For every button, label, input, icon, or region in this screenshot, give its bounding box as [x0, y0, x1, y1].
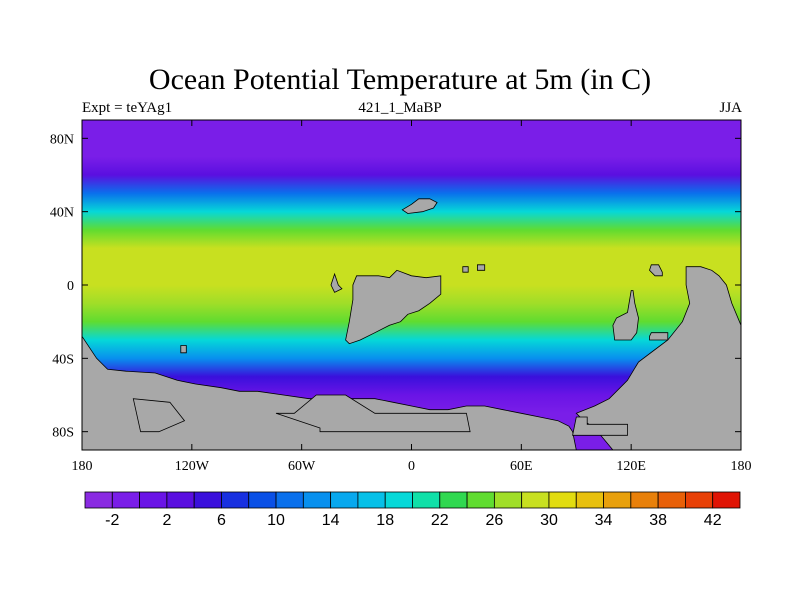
colorbar-label: 18: [376, 512, 394, 529]
land-indian-islet-a: [462, 266, 469, 273]
colorbar-label: 6: [217, 512, 226, 529]
y-axis: 80N 40N 0 40S 80S: [50, 132, 741, 441]
season-label: JJA: [719, 100, 742, 116]
land-australia-west: [612, 290, 639, 341]
colorbar-swatch: [330, 491, 359, 509]
land-north-atlantic-island: [401, 198, 438, 214]
colorbar-swatch: [302, 491, 332, 509]
colorbar-swatch: [193, 491, 222, 509]
chart-title: Ocean Potential Temperature at 5m (in C): [148, 63, 652, 96]
land-islets-east: [649, 264, 663, 277]
colorbar: -2 2 6 10 14 18 22 26 30 34 38 42: [84, 491, 741, 529]
colorbar-label: 14: [322, 512, 340, 529]
y-tick-label: 0: [67, 279, 74, 294]
land-antarctic-channel-a: [132, 398, 186, 433]
colorbar-swatch: [466, 491, 495, 509]
colorbar-swatch: [575, 491, 604, 509]
colorbar-label: 26: [486, 512, 504, 529]
colorbar-swatch: [357, 491, 386, 509]
land-antarctic-channel-b: [275, 394, 471, 433]
colorbar-swatch: [84, 491, 113, 509]
land-africa-west: [330, 272, 343, 293]
land-antarctic-channel-c: [572, 416, 628, 436]
land-mask: [82, 198, 741, 450]
colorbar-swatch: [439, 491, 468, 509]
y-tick-label: 40S: [52, 352, 74, 367]
x-tick-label: 60W: [288, 459, 316, 474]
colorbar-swatch: [384, 491, 413, 509]
colorbar-label: 30: [540, 512, 558, 529]
x-tick-label: 120E: [616, 459, 646, 474]
land-africa: [345, 269, 442, 345]
colorbar-label: 42: [704, 512, 722, 529]
colorbar-swatch: [412, 491, 441, 509]
colorbar-label: 34: [595, 512, 613, 529]
colorbar-swatch: [548, 491, 577, 509]
colorbar-swatch: [139, 491, 168, 509]
colorbar-label: 22: [431, 512, 449, 529]
x-tick-label: 0: [408, 459, 415, 474]
colorbar-swatch: [221, 491, 250, 509]
colorbar-swatch: [493, 491, 523, 509]
colorbar-label: 38: [649, 512, 667, 529]
land-pacific-islet: [180, 345, 187, 354]
x-axis: 180 120W 60W 0 60E 120E 180: [72, 120, 752, 474]
colorbar-label: 10: [267, 512, 285, 529]
colorbar-swatch: [521, 491, 550, 509]
y-tick-label: 40N: [50, 206, 74, 221]
land-australia-se: [649, 332, 669, 341]
colorbar-swatch: [712, 491, 741, 509]
x-tick-label: 120W: [175, 459, 210, 474]
land-indian-islet-b: [476, 264, 486, 271]
x-tick-label: 60E: [510, 459, 533, 474]
colorbar-label: -2: [105, 512, 119, 529]
colorbar-swatch: [248, 491, 277, 509]
colorbar-swatch: [630, 491, 659, 509]
colorbar-swatch: [111, 491, 140, 509]
colorbar-swatch: [685, 491, 714, 509]
epoch-label: 421_1_MaBP: [358, 100, 442, 116]
colorbar-swatch: [275, 491, 304, 509]
map-field: [82, 120, 741, 450]
x-tick-label: 180: [72, 459, 93, 474]
y-tick-label: 80N: [50, 132, 74, 147]
colorbar-swatch: [603, 491, 632, 509]
colorbar-swatch: [657, 491, 686, 509]
colorbar-swatch: [166, 491, 195, 509]
x-tick-label: 180: [731, 459, 752, 474]
colorbar-label: 2: [162, 512, 171, 529]
y-tick-label: 80S: [52, 426, 74, 441]
experiment-label: Expt = teYAg1: [82, 100, 173, 116]
